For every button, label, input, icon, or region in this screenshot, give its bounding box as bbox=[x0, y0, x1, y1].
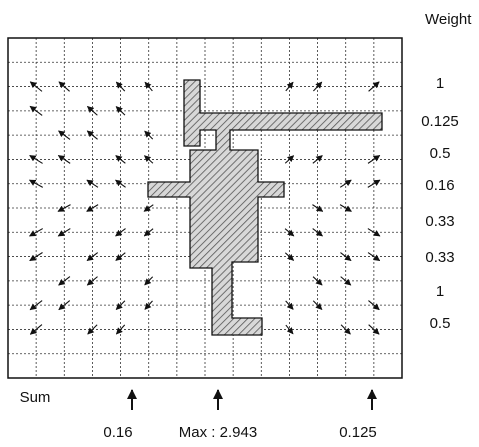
field-arrow bbox=[86, 252, 99, 261]
field-arrow bbox=[339, 204, 352, 212]
field-arrow bbox=[29, 105, 43, 116]
field-arrow bbox=[115, 155, 126, 164]
field-arrow bbox=[284, 228, 295, 237]
field-arrow bbox=[87, 324, 98, 335]
field-arrow bbox=[143, 228, 154, 237]
shape bbox=[147, 79, 383, 336]
field-arrow bbox=[115, 252, 126, 261]
field-arrow bbox=[312, 81, 323, 92]
weight-label: 0.33 bbox=[425, 213, 454, 230]
field-arrow bbox=[57, 204, 71, 212]
field-arrow bbox=[368, 81, 380, 92]
frame bbox=[7, 37, 403, 379]
field-arrow bbox=[284, 155, 295, 164]
bottom-label: Max : 2.943 bbox=[179, 424, 257, 441]
weight-label: 0.5 bbox=[430, 315, 451, 332]
field-arrow bbox=[86, 204, 99, 212]
field-arrow bbox=[86, 179, 99, 188]
bottom-label: 0.16 bbox=[103, 424, 132, 441]
field-arrow bbox=[143, 204, 154, 212]
field-arrow bbox=[144, 81, 153, 92]
weight-label: 1 bbox=[436, 283, 444, 300]
field-arrow bbox=[29, 300, 43, 311]
field-arrow bbox=[115, 300, 126, 310]
field-arrow bbox=[367, 252, 381, 262]
field-arrow bbox=[284, 252, 295, 261]
field-arrow bbox=[29, 324, 43, 335]
field-arrow bbox=[144, 130, 154, 140]
weight-label: 0.33 bbox=[425, 249, 454, 266]
field-arrow bbox=[86, 276, 98, 286]
field-arrow bbox=[115, 81, 126, 92]
weight-label: 0.125 bbox=[421, 113, 459, 130]
field-arrow bbox=[285, 81, 294, 92]
field-arrow bbox=[29, 81, 43, 92]
field-arrow bbox=[285, 324, 294, 335]
field-arrow bbox=[368, 324, 380, 335]
field-arrow bbox=[115, 324, 126, 335]
field-arrow bbox=[58, 276, 71, 286]
field-arrow bbox=[340, 324, 351, 335]
bottom-label: 0.125 bbox=[339, 424, 377, 441]
field-arrow bbox=[115, 179, 126, 188]
weight-label: 1 bbox=[436, 75, 444, 92]
field-arrow bbox=[340, 252, 352, 261]
field-arrow bbox=[58, 130, 71, 140]
field-arrow bbox=[285, 300, 294, 310]
field-arrow bbox=[143, 155, 154, 164]
field-arrows bbox=[28, 81, 381, 335]
field-arrow bbox=[367, 179, 381, 188]
field-arrow bbox=[312, 300, 323, 310]
field-arrow bbox=[312, 228, 324, 237]
field-arrow bbox=[339, 179, 352, 188]
field-arrow bbox=[115, 228, 126, 237]
field-arrow bbox=[115, 106, 126, 116]
field-arrow bbox=[144, 300, 153, 310]
weight-title: Weight bbox=[425, 11, 472, 28]
field-arrow bbox=[28, 228, 43, 237]
weight-label: 0.16 bbox=[425, 177, 454, 194]
field-arrow bbox=[367, 155, 381, 164]
field-arrow bbox=[28, 179, 44, 188]
field-arrow bbox=[312, 204, 324, 212]
field-arrow bbox=[367, 228, 381, 237]
field-arrow bbox=[57, 155, 71, 164]
weight-label: 0.5 bbox=[430, 145, 451, 162]
field-arrow bbox=[86, 106, 98, 116]
field-arrow bbox=[29, 154, 43, 164]
sum-label: Sum bbox=[20, 389, 51, 406]
field-arrow bbox=[58, 81, 70, 92]
field-arrow bbox=[58, 300, 71, 311]
field-arrow bbox=[312, 276, 323, 286]
field-arrow bbox=[340, 276, 352, 286]
field-arrow bbox=[29, 252, 43, 262]
field-arrow bbox=[312, 155, 323, 164]
field-arrow bbox=[57, 228, 71, 237]
field-arrow bbox=[144, 276, 154, 286]
field-arrow bbox=[368, 300, 380, 311]
field-arrow bbox=[86, 130, 98, 140]
